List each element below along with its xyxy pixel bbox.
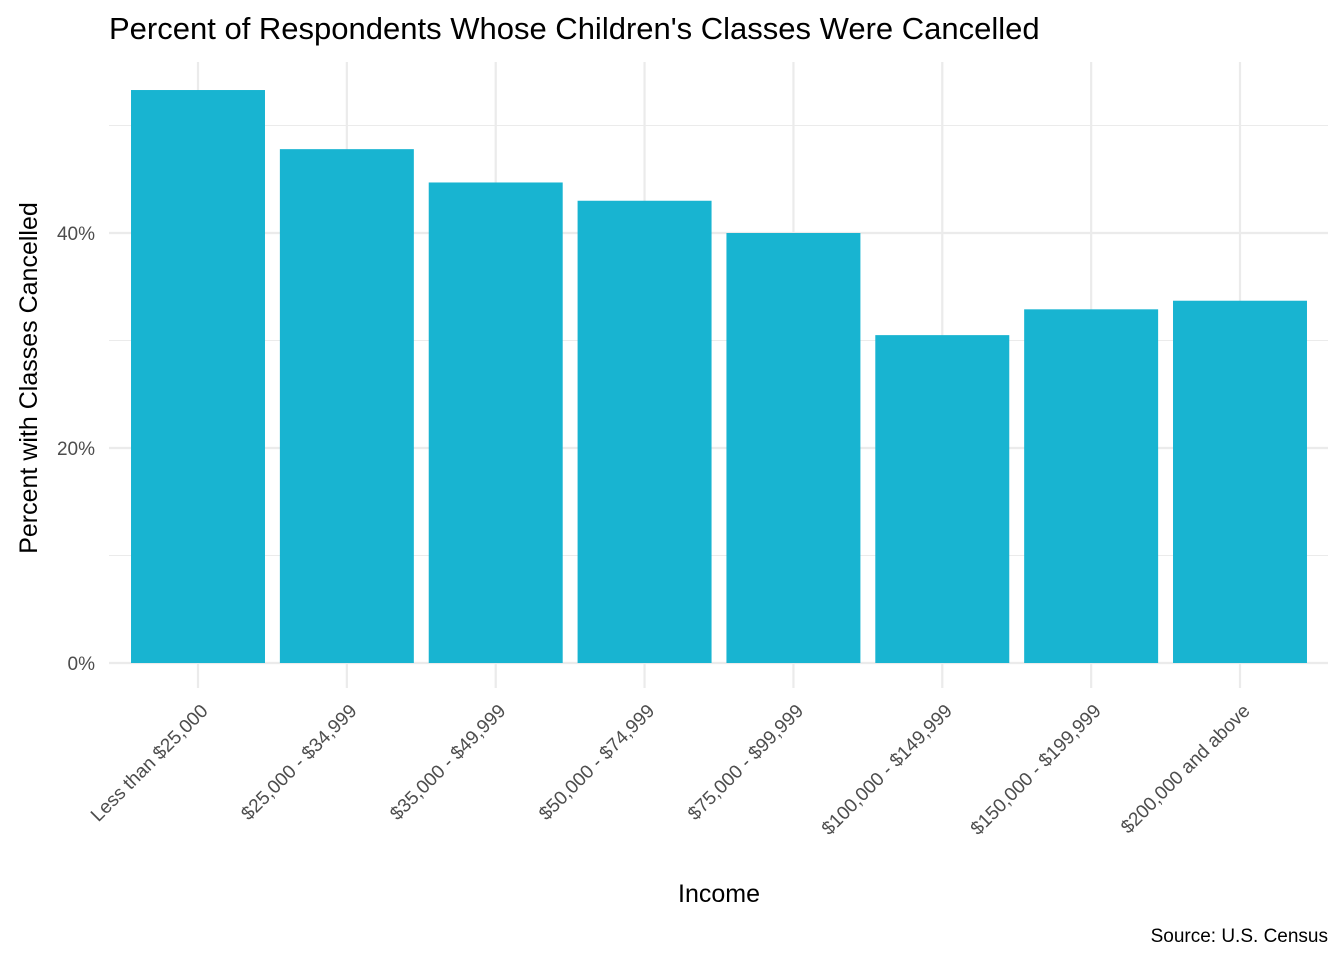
bar-layer: [131, 90, 1307, 663]
bar: [875, 335, 1010, 663]
x-tick-label: $75,000 - $99,999: [684, 701, 808, 825]
bar: [131, 90, 265, 663]
bar: [1173, 300, 1307, 663]
y-axis: 0% 20% 40%: [57, 224, 95, 675]
chart-caption: Source: U.S. Census: [1151, 926, 1328, 947]
x-tick-label: $200,000 and above: [1117, 701, 1254, 838]
x-axis: Less than $25,000 $25,000 - $34,999 $35,00…: [87, 701, 1254, 840]
bar: [577, 200, 712, 663]
x-tick-label: $50,000 - $74,999: [535, 701, 659, 825]
y-tick-label: 40%: [57, 224, 95, 245]
bar: [1024, 309, 1159, 663]
x-tick-label: Less than $25,000: [87, 701, 212, 826]
plot-area: [109, 62, 1328, 688]
x-tick-label: $35,000 - $49,999: [386, 701, 510, 825]
x-tick-label: $150,000 - $199,999: [967, 701, 1106, 840]
x-axis-title: Income: [678, 880, 760, 908]
bar: [428, 182, 563, 663]
x-tick-label: $25,000 - $34,999: [237, 701, 361, 825]
y-axis-title: Percent with Classes Cancelled: [15, 202, 43, 554]
bar: [279, 149, 414, 663]
bar: [726, 233, 861, 663]
x-tick-label: $100,000 - $149,999: [818, 701, 957, 840]
y-tick-label: 20%: [57, 439, 95, 460]
chart-title: Percent of Respondents Whose Children's …: [109, 11, 1040, 46]
y-tick-label: 0%: [68, 654, 96, 675]
